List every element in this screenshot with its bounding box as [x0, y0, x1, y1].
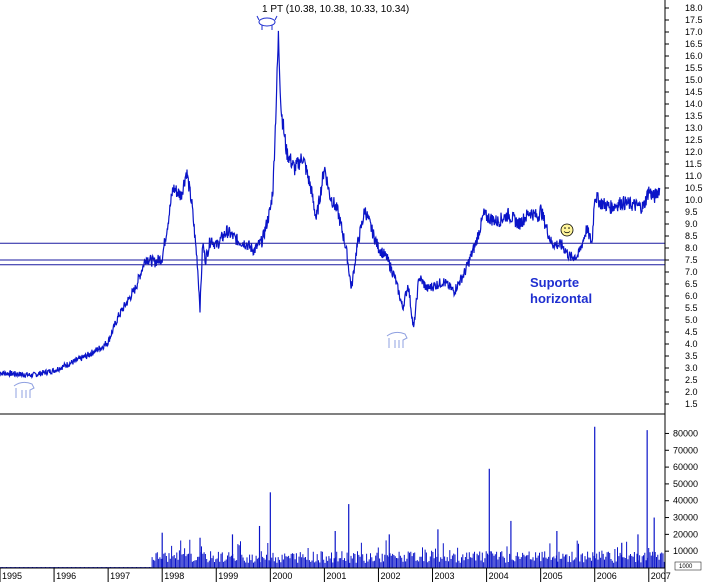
x-tick-label: 1998 — [164, 571, 184, 581]
bear-icon — [13, 381, 35, 398]
price-line — [0, 30, 661, 380]
chart-title: 1 PT (10.38, 10.38, 10.33, 10.34) — [262, 4, 409, 15]
y-tick-label: 6.5 — [685, 279, 698, 289]
y-tick-label: 3.5 — [685, 351, 698, 361]
x-tick-label: 1996 — [56, 571, 76, 581]
y-tick-label: 5.0 — [685, 315, 698, 325]
y-tick-label: 5.5 — [685, 303, 698, 313]
y-tick-label: 11.5 — [685, 159, 702, 169]
y-tick-label: 6.0 — [685, 291, 698, 301]
volume-tick-label: 20000 — [673, 529, 698, 539]
y-tick-label: 14.5 — [685, 87, 703, 97]
y-tick-label: 2.5 — [685, 375, 698, 385]
annotation-line-1: Suporte — [530, 275, 579, 290]
y-tick-label: 7.0 — [685, 267, 698, 277]
x-tick-label: 2007 — [651, 571, 671, 581]
volume-scale-box — [674, 561, 702, 571]
y-tick-label: 9.0 — [685, 219, 698, 229]
x-axis: 1995 1996 1997 1998 1999 2000 2001 2002 2003 2004… — [0, 567, 671, 582]
y-tick-label: 3.0 — [685, 363, 698, 373]
annotation-line-2: horizontal — [530, 291, 592, 306]
volume-scale-label: 1000 — [679, 564, 693, 570]
x-tick-label: 2003 — [435, 571, 455, 581]
y-tick-label: 2.0 — [685, 387, 698, 397]
x-tick-label: 2004 — [489, 571, 509, 581]
volume-tick-label: 30000 — [673, 513, 698, 523]
bull-icon — [256, 15, 278, 30]
y-tick-label: 14.0 — [685, 99, 703, 109]
y-tick-label: 10.5 — [685, 183, 703, 193]
volume-tick-label: 10000 — [673, 546, 698, 556]
price-series — [0, 30, 661, 380]
support-lines — [0, 242, 665, 266]
y-tick-label: 15.5 — [685, 63, 703, 73]
y-tick-label: 12.0 — [685, 147, 703, 157]
y-tick-label: 13.0 — [685, 123, 703, 133]
x-tick-label: 2001 — [326, 571, 346, 581]
volume-tick-label: 70000 — [673, 445, 698, 455]
x-tick-label: 2006 — [597, 571, 617, 581]
y-tick-label: 7.5 — [685, 255, 698, 265]
y-tick-label: 18.0 — [685, 3, 703, 13]
y-tick-label: 9.5 — [685, 207, 698, 217]
y-tick-label: 15.0 — [685, 75, 703, 85]
y-tick-label: 16.5 — [685, 39, 703, 49]
volume-tick-label: 60000 — [673, 462, 698, 472]
x-tick-label: 1997 — [110, 571, 130, 581]
volume-tick-label: 40000 — [673, 496, 698, 506]
x-tick-label: 2000 — [272, 571, 292, 581]
volume-tick-label: 50000 — [673, 479, 698, 489]
y-tick-label: 4.0 — [685, 339, 698, 349]
volume-tick-label: 80000 — [673, 428, 698, 438]
y-tick-label: 13.5 — [685, 111, 703, 121]
x-tick-label: 1999 — [218, 571, 238, 581]
y-tick-label: 17.5 — [685, 15, 703, 25]
x-tick-label: 1995 — [2, 571, 22, 581]
y-tick-label: 11.0 — [685, 171, 702, 181]
y-tick-label: 16.0 — [685, 51, 703, 61]
bear-icon — [386, 331, 408, 348]
y-tick-label: 4.5 — [685, 327, 698, 337]
y-tick-label: 12.5 — [685, 135, 703, 145]
y-tick-label: 8.0 — [685, 243, 698, 253]
y-tick-label: 10.0 — [685, 195, 703, 205]
y-tick-label: 1.5 — [685, 399, 698, 409]
smiley-icon — [560, 223, 574, 237]
x-tick-label: 2002 — [380, 571, 400, 581]
y-tick-label: 17.0 — [685, 27, 703, 37]
y-tick-label: 8.5 — [685, 231, 698, 241]
x-tick-label: 2005 — [543, 571, 563, 581]
